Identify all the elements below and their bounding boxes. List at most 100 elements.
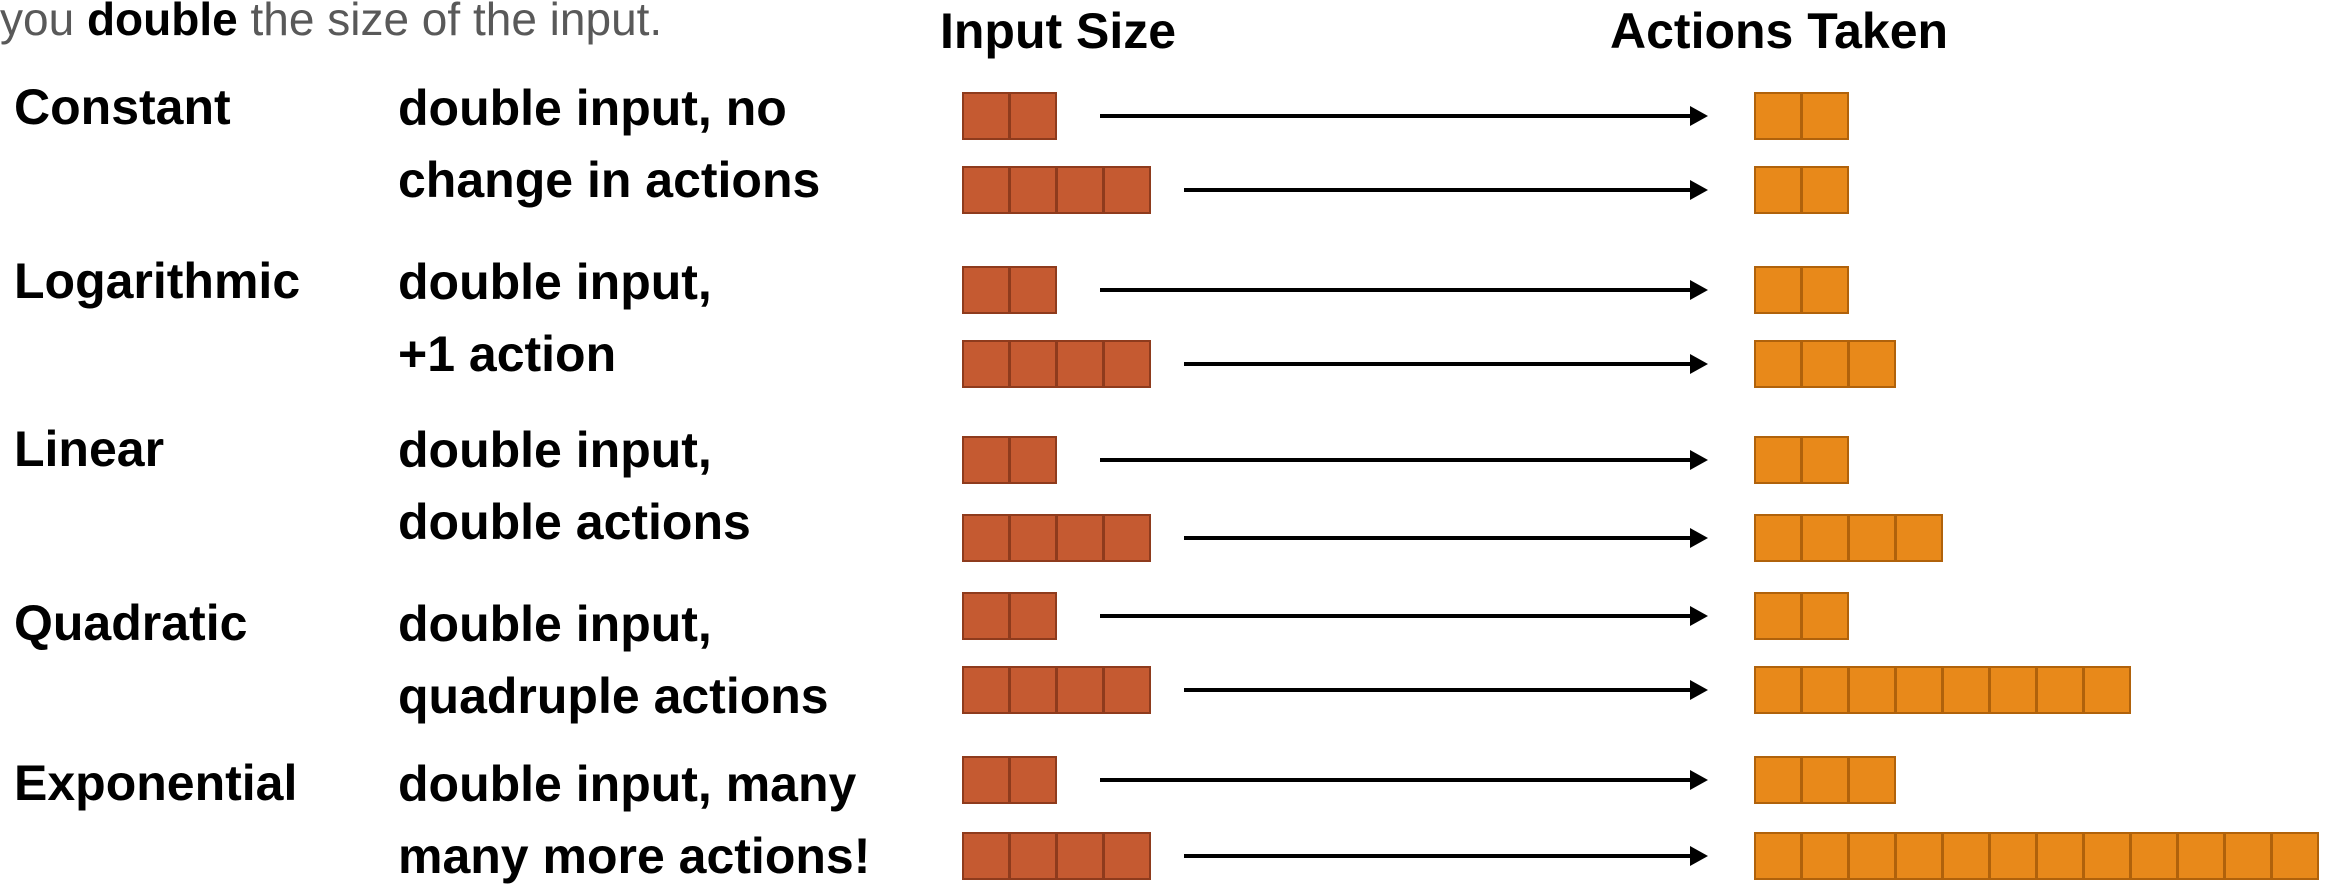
- action-box: [1848, 832, 1896, 880]
- actions-taken-header: Actions Taken: [1610, 3, 1949, 59]
- row-desc-line: change in actions: [398, 152, 821, 208]
- action-box: [1848, 666, 1896, 714]
- action-box: [2036, 666, 2084, 714]
- arrow-icon: [1100, 606, 1708, 626]
- row-desc-line: quadruple actions: [398, 668, 829, 724]
- action-box: [1754, 436, 1802, 484]
- input-box: [962, 592, 1010, 640]
- row-desc-line: double input,: [398, 254, 712, 310]
- action-box: [1895, 514, 1943, 562]
- input-box: [962, 166, 1010, 214]
- action-box: [2083, 666, 2131, 714]
- input-box: [962, 436, 1010, 484]
- action-box: [1801, 756, 1849, 804]
- actions-taken-boxes: [1754, 436, 1849, 484]
- action-box: [1801, 832, 1849, 880]
- input-box: [1103, 514, 1151, 562]
- input-size-boxes: [962, 340, 1151, 388]
- input-box: [962, 92, 1010, 140]
- input-size-boxes: [962, 666, 1151, 714]
- row-name-linear: Linear: [14, 421, 165, 477]
- action-box: [1754, 832, 1802, 880]
- action-box: [2177, 832, 2225, 880]
- row-desc-linear: double input, double actions: [398, 414, 751, 558]
- actions-taken-boxes: [1754, 832, 2319, 880]
- actions-taken-boxes: [1754, 92, 1849, 140]
- action-box: [1942, 666, 1990, 714]
- action-box: [1895, 832, 1943, 880]
- action-box: [1848, 340, 1896, 388]
- actions-taken-boxes: [1754, 340, 1896, 388]
- actions-taken-boxes: [1754, 756, 1896, 804]
- arrow-icon: [1184, 846, 1708, 866]
- action-box: [1801, 340, 1849, 388]
- input-size-header: Input Size: [940, 3, 1177, 59]
- input-box: [1056, 514, 1104, 562]
- action-box: [2271, 832, 2319, 880]
- action-box: [1801, 436, 1849, 484]
- row-desc-quadratic: double input, quadruple actions: [398, 588, 829, 732]
- input-box: [1009, 592, 1057, 640]
- action-box: [2224, 832, 2272, 880]
- input-box: [1009, 266, 1057, 314]
- input-box: [962, 514, 1010, 562]
- row-desc-line: +1 action: [398, 326, 617, 382]
- input-box: [1103, 832, 1151, 880]
- input-box: [1056, 166, 1104, 214]
- input-box: [1009, 340, 1057, 388]
- input-box: [962, 666, 1010, 714]
- action-box: [1848, 756, 1896, 804]
- actions-taken-boxes: [1754, 592, 1849, 640]
- input-size-boxes: [962, 832, 1151, 880]
- action-box: [1942, 832, 1990, 880]
- action-box: [1895, 666, 1943, 714]
- action-box: [2036, 832, 2084, 880]
- actions-taken-boxes: [1754, 666, 2131, 714]
- arrow-icon: [1100, 106, 1708, 126]
- arrow-icon: [1184, 680, 1708, 700]
- action-box: [1801, 92, 1849, 140]
- action-box: [1989, 832, 2037, 880]
- input-size-boxes: [962, 514, 1151, 562]
- intro-text: you double the size of the input.: [0, 0, 663, 45]
- input-box: [1009, 92, 1057, 140]
- input-size-boxes: [962, 756, 1057, 804]
- input-box: [1103, 166, 1151, 214]
- row-desc-logarithmic: double input, +1 action: [398, 246, 712, 390]
- action-box: [1801, 166, 1849, 214]
- arrow-icon: [1184, 354, 1708, 374]
- action-box: [1801, 514, 1849, 562]
- arrow-icon: [1100, 770, 1708, 790]
- row-desc-line: many more actions!: [398, 828, 871, 884]
- arrow-icon: [1100, 450, 1708, 470]
- arrow-icon: [1184, 180, 1708, 200]
- action-box: [2083, 832, 2131, 880]
- input-box: [1056, 666, 1104, 714]
- action-box: [1989, 666, 2037, 714]
- action-box: [1754, 166, 1802, 214]
- action-box: [1754, 514, 1802, 562]
- action-box: [1754, 592, 1802, 640]
- input-box: [1009, 832, 1057, 880]
- row-desc-line: double actions: [398, 494, 751, 550]
- row-desc-line: double input,: [398, 422, 712, 478]
- input-box: [1103, 666, 1151, 714]
- row-desc-line: double input, many: [398, 756, 857, 812]
- input-size-boxes: [962, 92, 1057, 140]
- input-size-boxes: [962, 436, 1057, 484]
- row-name-quadratic: Quadratic: [14, 595, 248, 651]
- row-name-exponential: Exponential: [14, 755, 298, 811]
- input-size-boxes: [962, 266, 1057, 314]
- action-box: [1754, 92, 1802, 140]
- row-name-constant: Constant: [14, 79, 231, 135]
- arrow-icon: [1100, 280, 1708, 300]
- input-box: [1009, 166, 1057, 214]
- action-box: [1801, 266, 1849, 314]
- action-box: [2130, 832, 2178, 880]
- action-box: [1754, 266, 1802, 314]
- input-box: [1056, 340, 1104, 388]
- row-name-logarithmic: Logarithmic: [14, 253, 301, 309]
- input-box: [1009, 756, 1057, 804]
- input-box: [1103, 340, 1151, 388]
- action-box: [1754, 756, 1802, 804]
